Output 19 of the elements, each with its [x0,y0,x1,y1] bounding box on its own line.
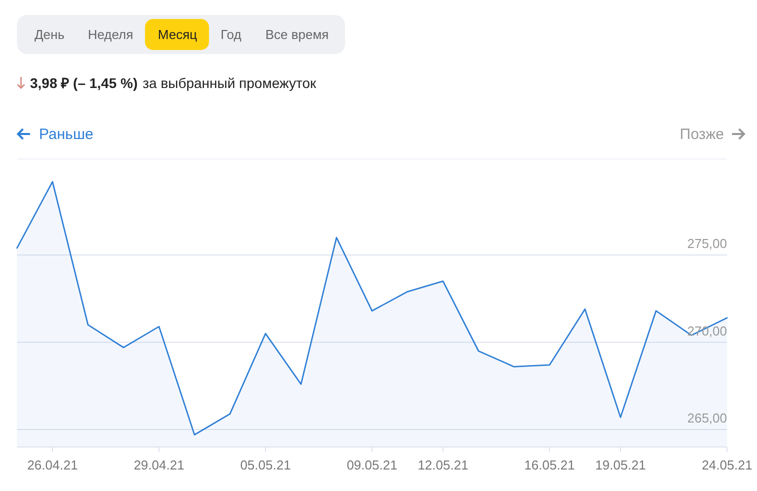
text: Год [220,27,242,42]
x-tick-label: 16.05.21 [524,457,575,472]
text: Месяц [158,27,198,42]
x-tick-label: 19.05.21 [595,457,646,472]
x-tick-label: 05.05.21 [240,457,291,472]
text: Раньше [39,126,94,143]
text: Позже [680,126,724,143]
y-tick-label: 265,00 [687,410,727,426]
y-tick-label: 275,00 [687,236,727,251]
x-tick-label: 12.05.21 [418,457,468,472]
x-tick-label: 09.05.21 [346,457,398,472]
text: Неделя [88,27,134,42]
text: за выбранный промежуток [142,75,318,91]
x-tick-label: 29.04.21 [134,457,184,472]
text: 3,98 ₽ (– 1,45 %) [30,75,138,91]
text: Все время [265,27,329,42]
x-tick-label: 26.04.21 [27,457,78,472]
x-tick-label: 24.05.21 [702,457,752,472]
text: День [34,27,65,42]
